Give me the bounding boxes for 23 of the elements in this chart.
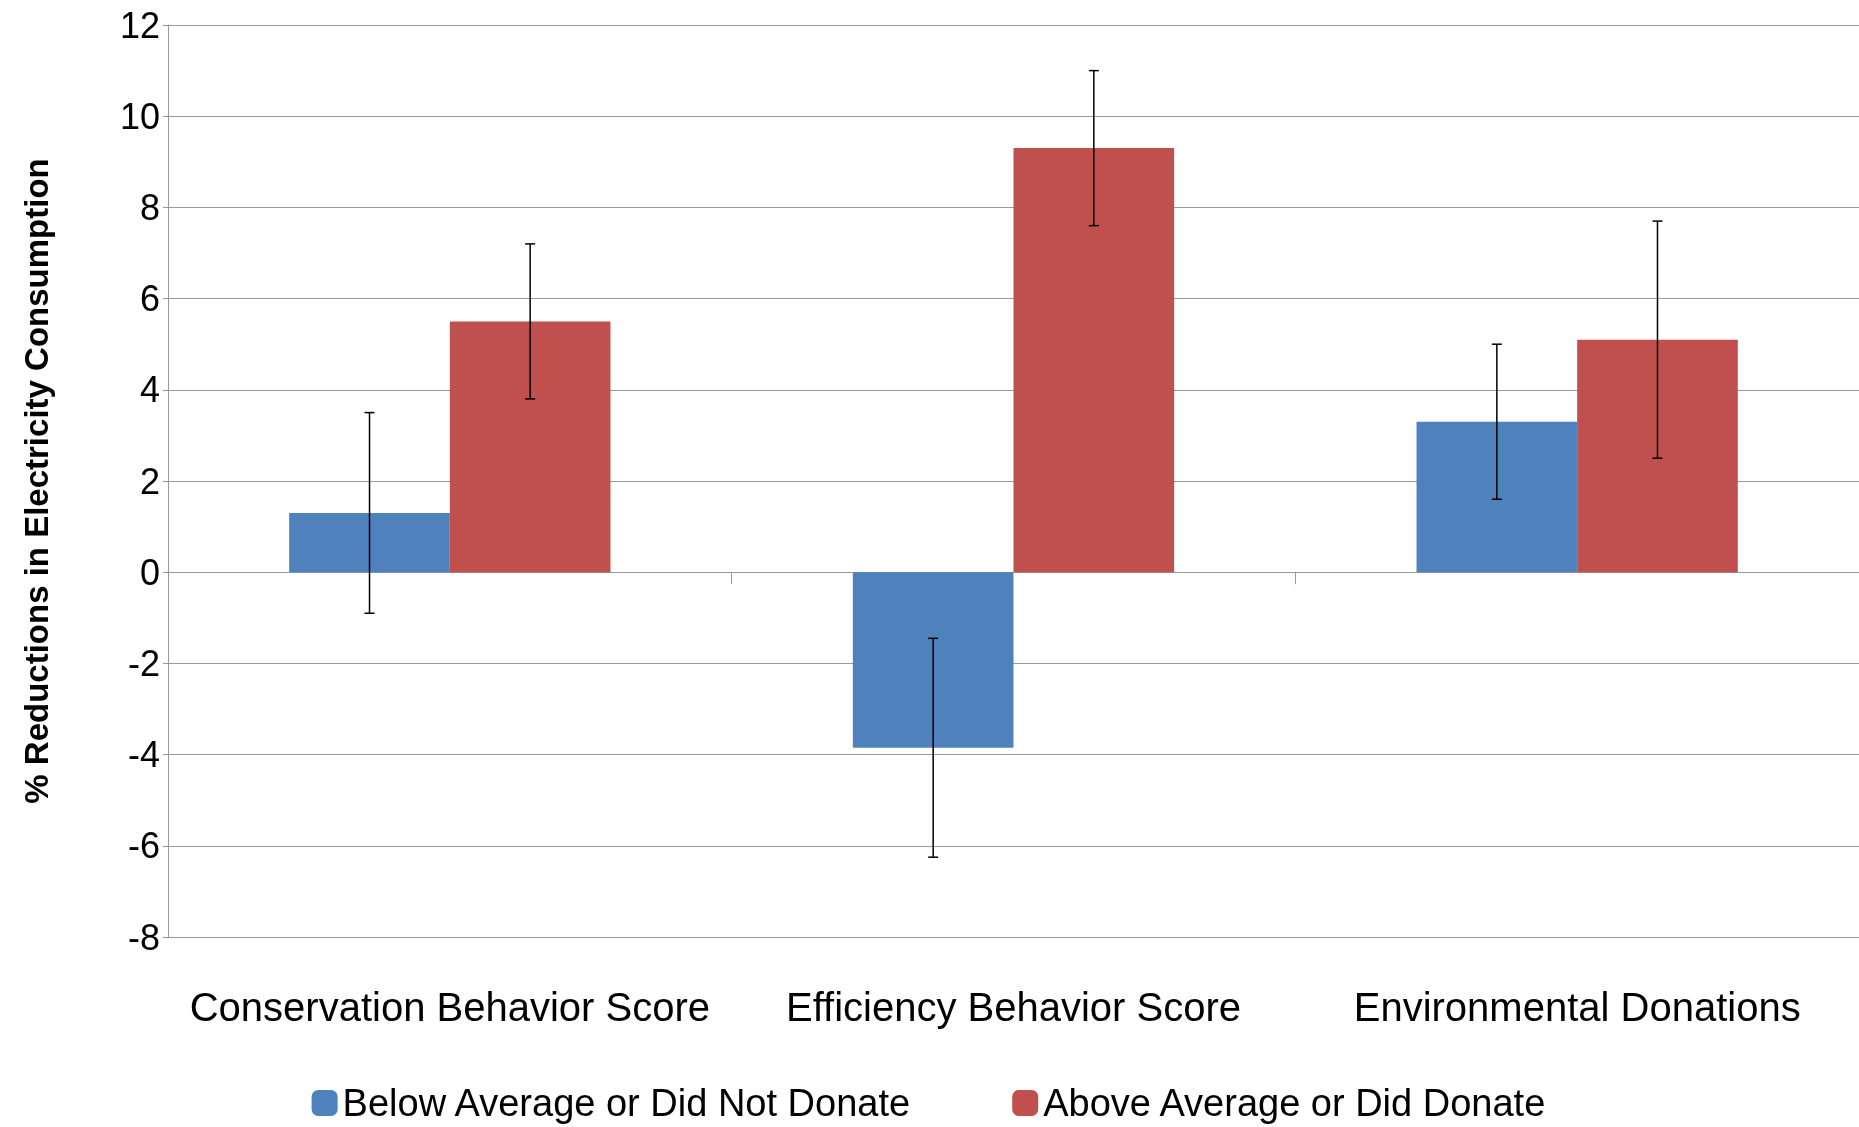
y-tick-label: 4 [139, 369, 160, 411]
y-axis-title: % Reductions in Electricity Consumption [18, 158, 55, 804]
y-tick-label: -4 [127, 734, 160, 776]
x-tick-label: Environmental Donations [1353, 985, 1801, 1029]
y-tick-label: 8 [139, 186, 160, 228]
y-tick-label: -2 [127, 642, 160, 684]
y-tick-label: 12 [119, 4, 160, 46]
y-tick-label: 6 [139, 278, 160, 320]
bar [1013, 148, 1175, 573]
y-tick-label: -6 [127, 825, 160, 867]
legend-label: Below Average or Did Not Donate [342, 1082, 911, 1124]
x-tick-label: Efficiency Behavior Score [785, 985, 1242, 1029]
y-tick-label: -8 [127, 916, 160, 958]
y-tick-label: 0 [139, 551, 160, 593]
bar [289, 512, 450, 573]
bar [1416, 421, 1578, 573]
y-tick-label: 10 [119, 95, 160, 137]
bar [852, 572, 1014, 748]
y-tick-label: 2 [139, 460, 160, 502]
legend-label: Above Average or Did Donate [1043, 1082, 1546, 1124]
bar [1577, 339, 1738, 573]
bar [449, 321, 611, 573]
x-tick-label: Conservation Behavior Score [189, 985, 710, 1029]
